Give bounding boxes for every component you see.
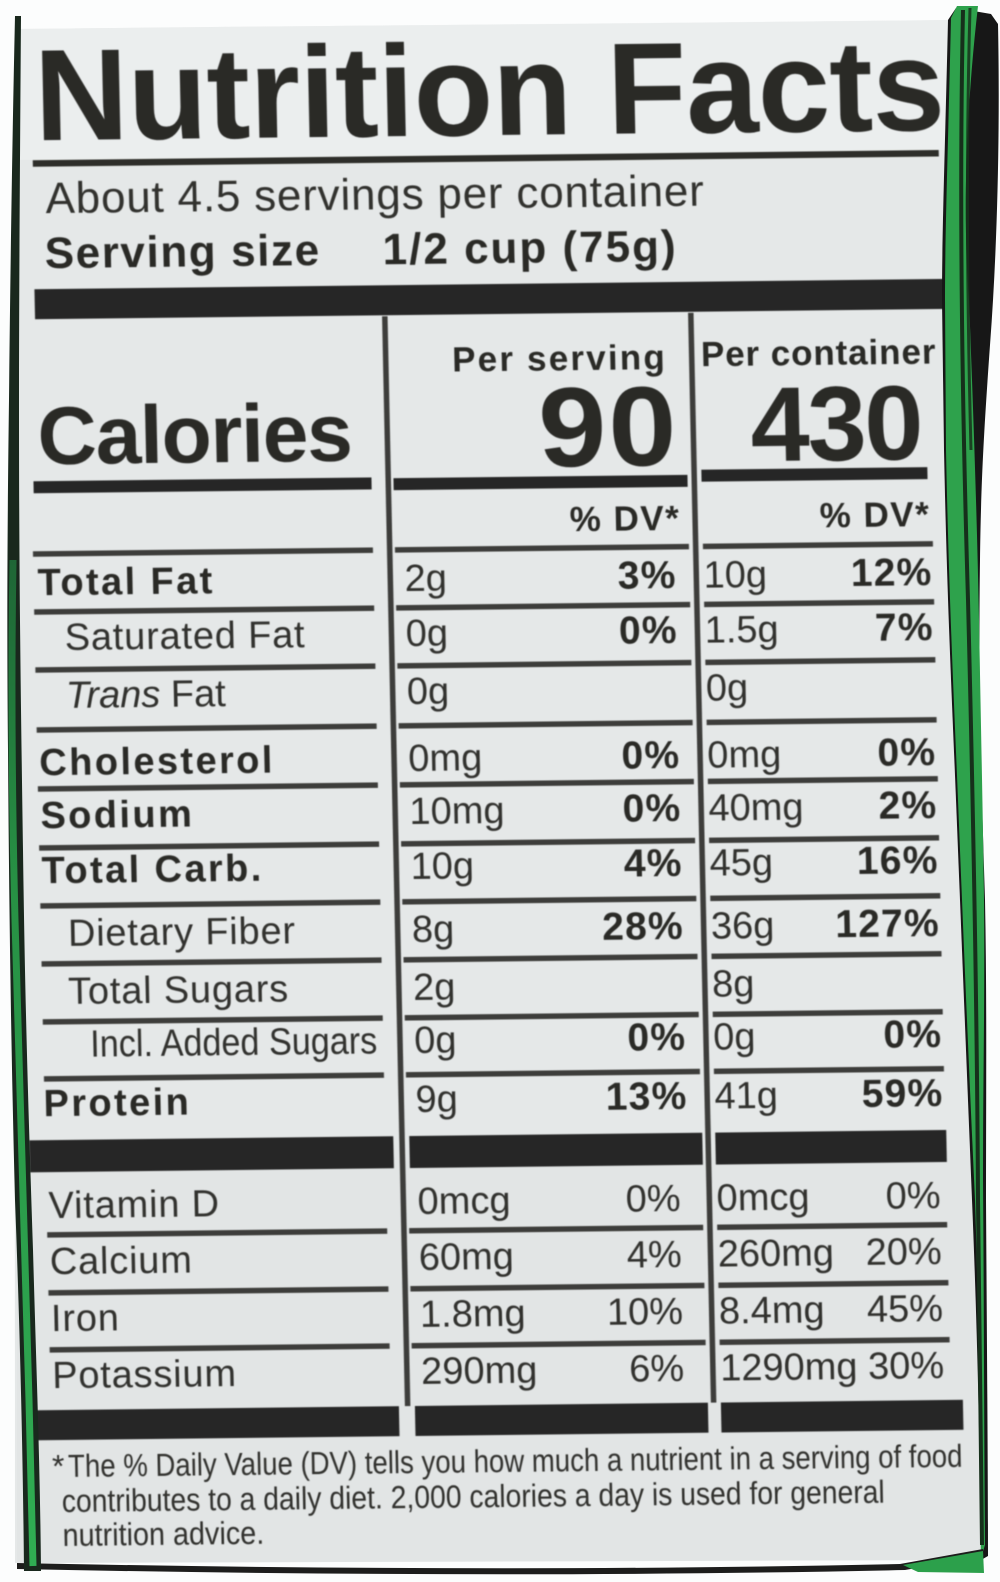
svg-text:28%: 28% bbox=[602, 905, 685, 949]
svg-text:16%: 16% bbox=[856, 839, 939, 883]
svg-text:Total Carb.: Total Carb. bbox=[41, 848, 264, 893]
svg-text:7%: 7% bbox=[874, 606, 934, 650]
svg-text:Sodium: Sodium bbox=[40, 793, 195, 837]
svg-text:260mg: 260mg bbox=[717, 1232, 834, 1275]
svg-text:1.5g: 1.5g bbox=[704, 609, 779, 652]
svg-text:4%: 4% bbox=[626, 1234, 682, 1277]
svg-text:Total Sugars: Total Sugars bbox=[68, 968, 290, 1012]
svg-text:10g: 10g bbox=[410, 845, 474, 888]
svg-text:0%: 0% bbox=[883, 1013, 943, 1057]
svg-text:Incl. Added Sugars: Incl. Added Sugars bbox=[90, 1019, 378, 1065]
svg-text:0mcg: 0mcg bbox=[417, 1180, 511, 1223]
svg-text:0mg: 0mg bbox=[408, 737, 483, 780]
svg-text:0%: 0% bbox=[627, 1016, 687, 1060]
svg-text:10%: 10% bbox=[606, 1291, 683, 1334]
svg-text:% DV*: % DV* bbox=[819, 495, 930, 535]
svg-text:290mg: 290mg bbox=[421, 1350, 538, 1393]
svg-text:60mg: 60mg bbox=[418, 1236, 514, 1279]
svg-text:Protein: Protein bbox=[43, 1082, 192, 1126]
svg-text:Trans Fat: Trans Fat bbox=[66, 673, 227, 717]
svg-text:Per serving: Per serving bbox=[452, 338, 668, 379]
svg-text:0mg: 0mg bbox=[707, 734, 782, 777]
svg-text:12%: 12% bbox=[850, 551, 933, 595]
svg-text:0%: 0% bbox=[622, 787, 682, 831]
svg-text:Cholesterol: Cholesterol bbox=[39, 740, 275, 785]
svg-text:30%: 30% bbox=[868, 1345, 945, 1388]
svg-text:9g: 9g bbox=[415, 1079, 458, 1121]
svg-text:Potassium: Potassium bbox=[52, 1353, 237, 1397]
svg-text:2g: 2g bbox=[413, 967, 456, 1009]
svg-text:Total Fat: Total Fat bbox=[37, 560, 215, 604]
svg-text:About 4.5 servings per contain: About 4.5 servings per container bbox=[45, 167, 705, 223]
svg-text:0%: 0% bbox=[885, 1175, 941, 1218]
svg-text:8g: 8g bbox=[411, 909, 454, 951]
svg-text:0g: 0g bbox=[414, 1020, 457, 1062]
svg-text:nutrition advice.: nutrition advice. bbox=[62, 1515, 264, 1553]
svg-text:6%: 6% bbox=[629, 1348, 685, 1391]
svg-text:Iron: Iron bbox=[51, 1297, 121, 1340]
svg-text:Per container: Per container bbox=[701, 333, 937, 375]
svg-text:10g: 10g bbox=[703, 554, 767, 597]
svg-text:2%: 2% bbox=[878, 784, 938, 828]
svg-text:8.4mg: 8.4mg bbox=[719, 1289, 825, 1332]
svg-text:Vitamin D: Vitamin D bbox=[48, 1183, 220, 1227]
svg-text:0g: 0g bbox=[705, 667, 748, 709]
svg-text:0mcg: 0mcg bbox=[716, 1177, 810, 1220]
svg-text:430: 430 bbox=[749, 364, 922, 484]
svg-text:4%: 4% bbox=[623, 842, 683, 886]
svg-text:127%: 127% bbox=[835, 902, 940, 946]
svg-text:1/2 cup (75g): 1/2 cup (75g) bbox=[382, 222, 678, 274]
svg-text:59%: 59% bbox=[861, 1072, 944, 1116]
svg-text:41g: 41g bbox=[714, 1075, 778, 1118]
svg-text:0%: 0% bbox=[621, 734, 681, 778]
svg-text:8g: 8g bbox=[712, 963, 755, 1005]
svg-text:0g: 0g bbox=[406, 671, 449, 713]
svg-text:0%: 0% bbox=[618, 609, 678, 653]
svg-text:13%: 13% bbox=[605, 1075, 688, 1119]
svg-text:Calcium: Calcium bbox=[49, 1240, 193, 1284]
svg-text:1.8mg: 1.8mg bbox=[420, 1293, 526, 1336]
svg-text:10mg: 10mg bbox=[409, 790, 505, 833]
svg-text:40mg: 40mg bbox=[708, 787, 804, 830]
svg-text:2g: 2g bbox=[404, 558, 447, 600]
svg-text:Calories: Calories bbox=[37, 388, 353, 483]
svg-text:20%: 20% bbox=[865, 1231, 942, 1274]
svg-text:45g: 45g bbox=[709, 842, 773, 885]
svg-text:0%: 0% bbox=[625, 1178, 681, 1221]
svg-text:Serving size: Serving size bbox=[44, 226, 321, 278]
svg-text:3%: 3% bbox=[617, 554, 677, 598]
svg-text:0g: 0g bbox=[405, 613, 448, 655]
svg-text:90: 90 bbox=[537, 363, 680, 490]
svg-text:0g: 0g bbox=[713, 1016, 756, 1058]
svg-text:Dietary Fiber: Dietary Fiber bbox=[67, 910, 296, 955]
svg-text:0%: 0% bbox=[877, 731, 937, 775]
svg-text:% DV*: % DV* bbox=[569, 499, 680, 539]
svg-text:*: * bbox=[52, 1448, 65, 1484]
svg-text:Saturated Fat: Saturated Fat bbox=[64, 614, 306, 659]
svg-text:36g: 36g bbox=[710, 905, 774, 948]
svg-text:1290mg: 1290mg bbox=[720, 1346, 858, 1390]
svg-text:Nutrition Facts: Nutrition Facts bbox=[33, 12, 946, 168]
svg-text:45%: 45% bbox=[866, 1288, 943, 1331]
